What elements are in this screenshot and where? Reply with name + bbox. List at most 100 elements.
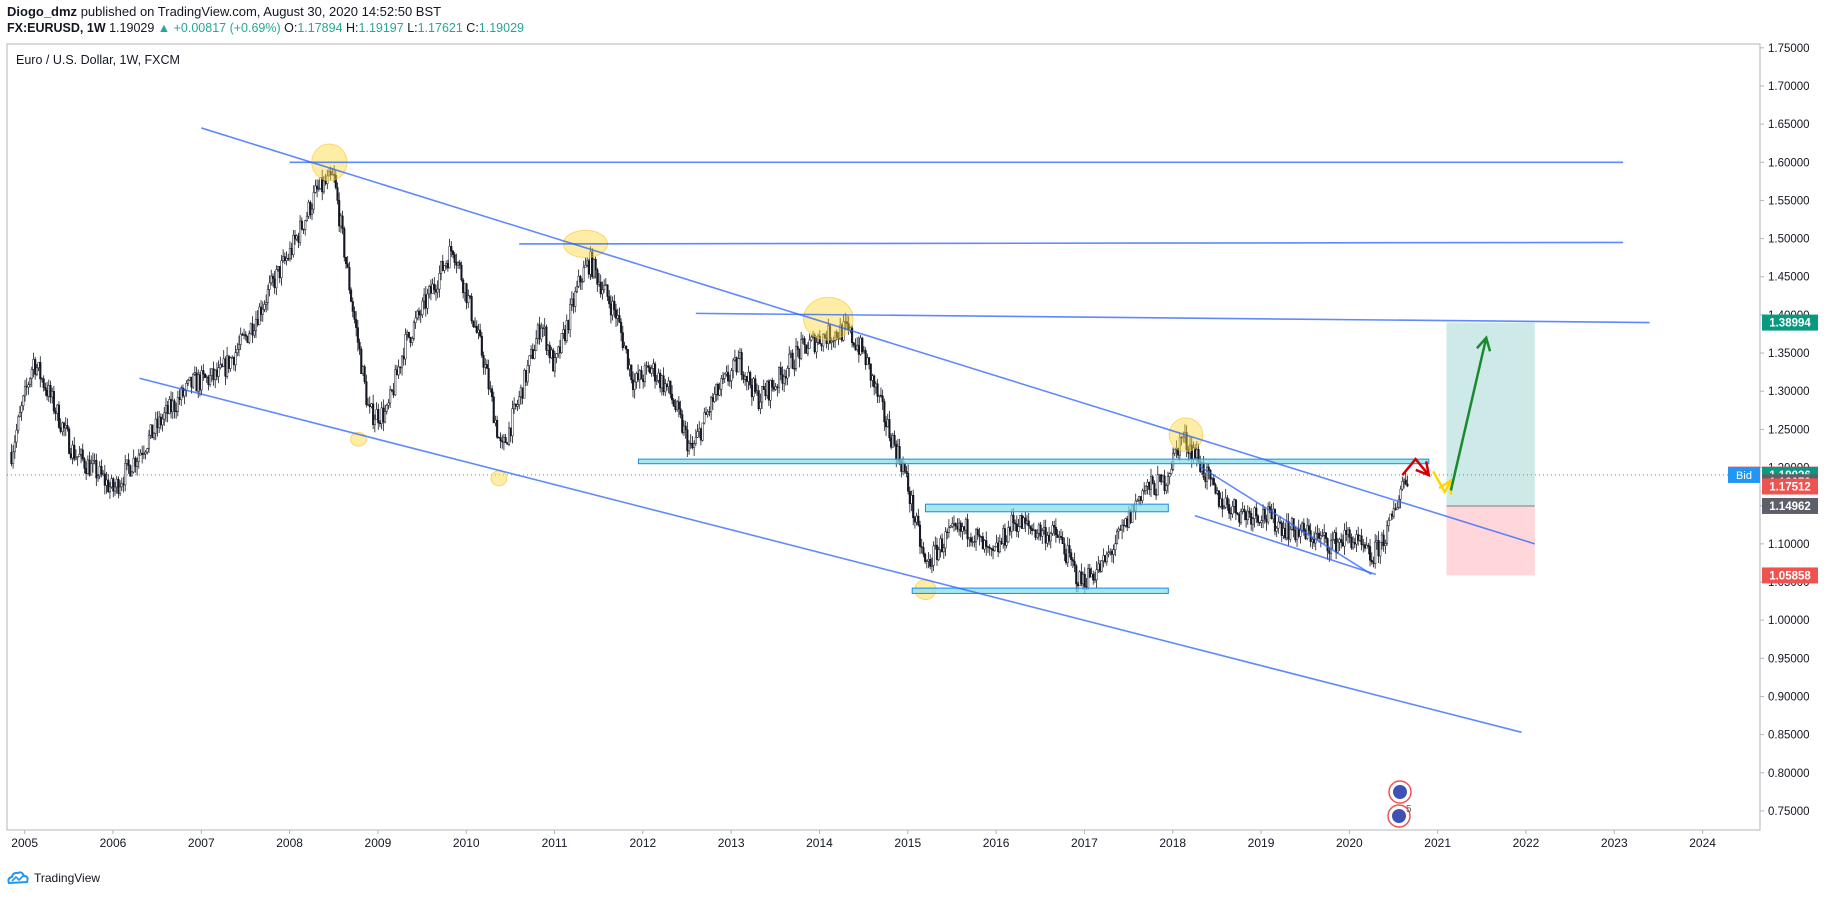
candle-body bbox=[801, 338, 804, 340]
candle-body bbox=[406, 331, 409, 335]
candle-body bbox=[460, 264, 463, 281]
candle-body bbox=[674, 405, 677, 410]
candle-body bbox=[990, 547, 993, 550]
candle-body bbox=[654, 363, 657, 382]
sr-zone[interactable] bbox=[924, 503, 1169, 513]
candle-body bbox=[626, 349, 629, 370]
candle-body bbox=[964, 519, 967, 531]
candle-body bbox=[552, 349, 555, 372]
candle-body bbox=[620, 321, 623, 333]
position-tool[interactable] bbox=[1446, 322, 1535, 576]
candle-body bbox=[677, 401, 680, 410]
price-marker bbox=[1762, 314, 1818, 331]
brand-label[interactable]: TradingView bbox=[34, 871, 101, 885]
highlight-ellipse[interactable] bbox=[490, 470, 508, 487]
trend-line[interactable] bbox=[1198, 465, 1372, 576]
candle-body bbox=[46, 389, 49, 397]
candle-body bbox=[1262, 509, 1265, 521]
candle-body bbox=[212, 368, 215, 380]
sr-zone[interactable] bbox=[637, 458, 1430, 465]
candle-body bbox=[1331, 539, 1334, 541]
time-axis[interactable]: 2005 2006 2007 2008 2009 2010 2011 2012 2013 2014… bbox=[11, 830, 1716, 850]
candle-body bbox=[713, 393, 716, 402]
time-tick-label: 2015 bbox=[894, 836, 921, 850]
arrow-path[interactable] bbox=[1449, 337, 1488, 491]
candle-body bbox=[655, 380, 658, 382]
candle-body bbox=[86, 459, 89, 474]
candle-body bbox=[986, 546, 989, 548]
low-label: L: bbox=[407, 21, 418, 35]
candle-body bbox=[859, 337, 862, 355]
candle-body bbox=[971, 541, 974, 543]
candle-body bbox=[463, 283, 466, 293]
candle-body bbox=[1324, 532, 1327, 539]
candle-body bbox=[1160, 474, 1163, 483]
candle-body bbox=[638, 370, 641, 381]
horizontal-line[interactable] bbox=[695, 312, 1650, 324]
candle-body bbox=[983, 540, 986, 550]
candle-body bbox=[292, 234, 295, 256]
candle-body bbox=[51, 390, 54, 398]
loss-zone[interactable] bbox=[1446, 505, 1535, 576]
author-name[interactable]: Diogo_dmz bbox=[7, 4, 78, 19]
event-icons[interactable]: 5 bbox=[1387, 780, 1412, 828]
horizontal-line[interactable] bbox=[519, 241, 1624, 245]
candle-body bbox=[61, 422, 64, 432]
candle-body bbox=[1090, 573, 1093, 578]
candle-body bbox=[749, 372, 752, 386]
candle-body bbox=[1386, 525, 1389, 544]
candle-body bbox=[922, 547, 925, 555]
arrow-path[interactable] bbox=[1401, 457, 1430, 476]
candle-body bbox=[256, 318, 259, 326]
candle-body bbox=[222, 358, 225, 367]
candle-body bbox=[1098, 563, 1102, 572]
candle-body bbox=[1076, 583, 1080, 587]
candle-body bbox=[1156, 474, 1159, 496]
candle-body bbox=[231, 357, 234, 359]
candle-body bbox=[547, 344, 550, 351]
candle-body bbox=[893, 435, 896, 445]
candle-body bbox=[908, 490, 911, 504]
candle-body bbox=[490, 388, 494, 398]
candle-body bbox=[716, 384, 719, 396]
drawings[interactable] bbox=[7, 127, 1760, 734]
price-tick-label: 1.55000 bbox=[1768, 195, 1810, 207]
candle-body bbox=[951, 523, 954, 527]
highlight-ellipse[interactable] bbox=[803, 296, 854, 341]
candle-body bbox=[601, 289, 604, 295]
candle-body bbox=[1126, 518, 1129, 528]
candle-body bbox=[1253, 507, 1256, 519]
candle-body bbox=[1000, 541, 1003, 544]
candle-body bbox=[451, 250, 455, 255]
candle-body bbox=[1114, 543, 1117, 551]
candle-body bbox=[876, 383, 879, 397]
candle-body bbox=[941, 538, 944, 553]
candle-body bbox=[1110, 551, 1113, 555]
candle-body bbox=[662, 375, 665, 393]
open-value: 1.17894 bbox=[297, 21, 343, 35]
sr-zone[interactable] bbox=[911, 587, 1169, 594]
arrow-path[interactable] bbox=[1432, 470, 1453, 495]
candle-body bbox=[1374, 541, 1377, 564]
trend-line[interactable] bbox=[1194, 514, 1377, 576]
time-tick-label: 2014 bbox=[806, 836, 833, 850]
candle-body bbox=[754, 378, 757, 393]
candle-body bbox=[934, 544, 937, 547]
trend-line[interactable] bbox=[201, 127, 1536, 545]
candle-body bbox=[915, 515, 918, 523]
price-axis[interactable]: 1.75000 1.70000 1.65000 1.60000 1.55000 1.500… bbox=[1760, 43, 1810, 818]
candle-body bbox=[961, 526, 964, 532]
candle-body bbox=[704, 412, 708, 416]
candle-body bbox=[215, 369, 218, 377]
candle-body bbox=[652, 363, 655, 369]
profit-zone[interactable] bbox=[1446, 322, 1535, 506]
candle-body bbox=[241, 333, 244, 336]
candle-body bbox=[852, 342, 855, 346]
trend-line[interactable] bbox=[139, 377, 1522, 734]
candle-body bbox=[772, 386, 776, 390]
candle-body bbox=[1136, 500, 1139, 502]
candle-body bbox=[912, 494, 915, 519]
candle-body bbox=[188, 376, 191, 381]
candle-body bbox=[988, 546, 991, 549]
